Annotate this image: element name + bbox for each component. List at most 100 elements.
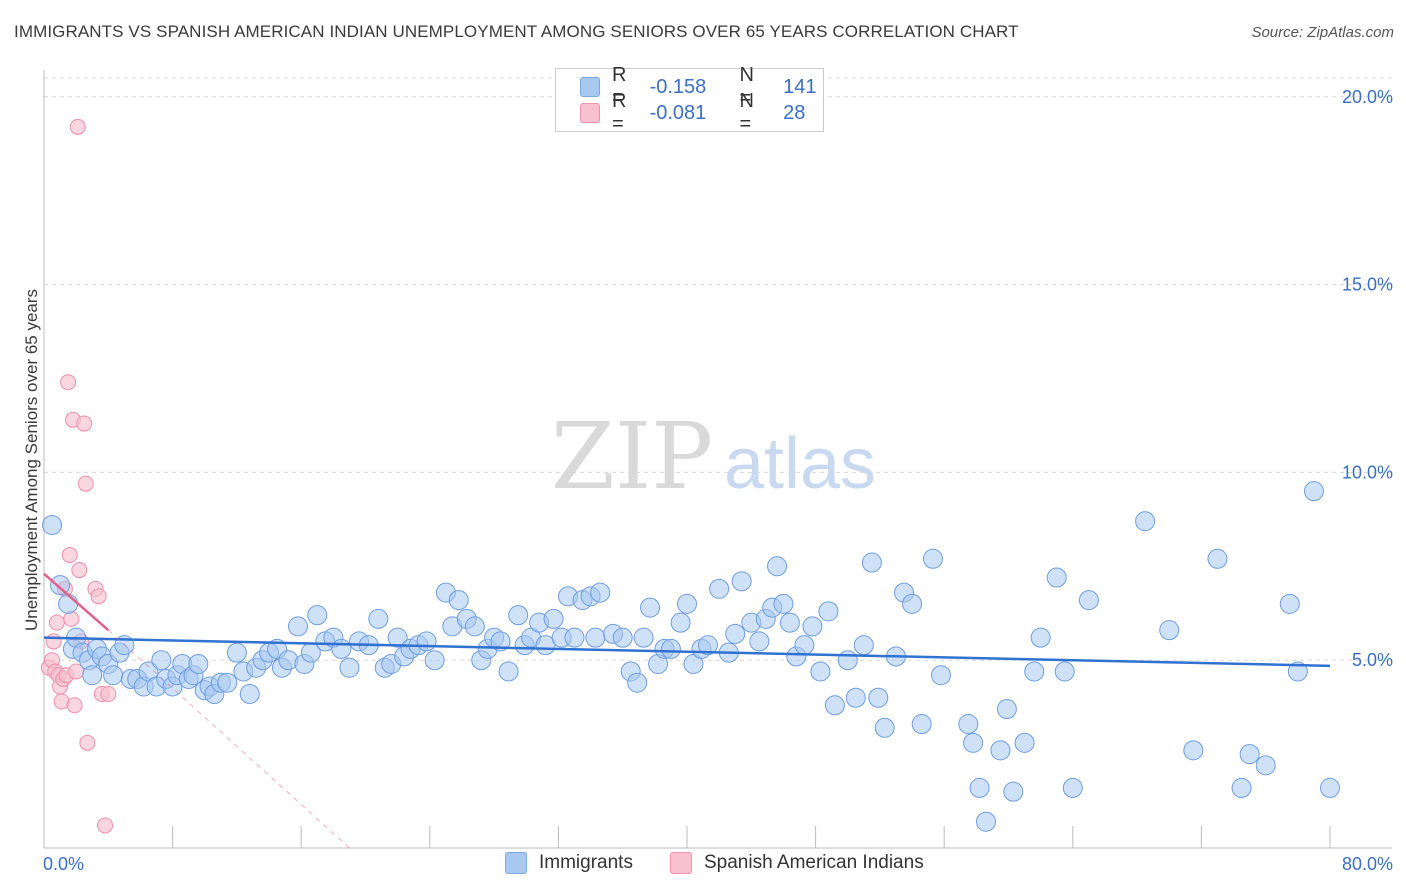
point-immigrants [1231,777,1252,798]
point-immigrants [1239,744,1260,765]
point-immigrants [963,732,984,753]
point-immigrants [725,623,746,644]
x-tick-label-max: 80.0% [1342,854,1393,874]
trend-extension-spanish [107,629,350,849]
point-immigrants [1003,781,1024,802]
point-spanish [69,118,86,135]
legend-swatch-spanish [670,852,692,874]
point-immigrants [930,665,951,686]
legend-swatch-immigrants [580,77,600,97]
legend-swatch-immigrants [505,852,527,874]
series-legend: Immigrants Spanish American Indians [0,852,1406,876]
point-immigrants [50,575,71,596]
x-tick-label-min: 0.0% [43,854,84,874]
point-immigrants [1030,627,1051,648]
point-immigrants [1024,661,1045,682]
point-immigrants [990,740,1011,761]
chart-title: IMMIGRANTS VS SPANISH AMERICAN INDIAN UN… [14,22,1019,41]
point-immigrants [612,627,633,648]
point-immigrants [508,605,529,626]
point-immigrants [42,514,63,535]
point-immigrants [564,627,585,648]
point-spanish [100,686,117,702]
point-immigrants [640,597,661,618]
legend-r-value: -0.158 [649,75,707,98]
point-immigrants [818,601,839,622]
point-immigrants [1255,755,1276,776]
legend-row-spanish: R = -0.081 N = 28 [556,90,823,135]
point-immigrants [627,672,648,693]
point-spanish [97,817,114,834]
source-label: Source: ZipAtlas.com [1251,24,1394,41]
point-immigrants [773,593,794,614]
series-immigrants [42,481,1340,832]
point-immigrants [1046,567,1067,588]
point-immigrants [103,665,124,686]
point-immigrants [868,687,889,708]
point-immigrants [677,593,697,614]
point-immigrants [590,582,611,603]
legend-n-value: 28 [783,101,806,124]
point-immigrants [151,650,172,671]
watermark: ZIP atlas [551,403,876,510]
point-immigrants [416,631,437,652]
point-immigrants [1320,777,1340,798]
point-spanish [61,547,78,564]
point-immigrants [709,578,730,599]
point-immigrants [975,811,996,832]
point-spanish [76,415,93,432]
point-immigrants [969,777,990,798]
correlation-legend: R = -0.158 N = 141 R = -0.081 N = 28 [555,64,824,135]
point-immigrants [1303,481,1324,502]
point-immigrants [633,627,654,648]
gridlines [44,77,1392,661]
tick-labels: 5.0% 10.0% 15.0% 20.0% 0.0% 80.0% [43,87,1393,874]
legend-row-immigrants: R = -0.158 N = 141 [556,64,823,109]
series-spanish-american-indians [40,118,117,834]
watermark-zip: ZIP [551,403,713,510]
point-spanish [79,734,96,751]
point-immigrants [1183,740,1204,761]
point-immigrants [731,571,752,592]
point-immigrants [660,638,681,659]
trend-lines [43,572,1331,849]
point-immigrants [779,612,800,633]
point-immigrants [1054,661,1075,682]
point-immigrants [188,653,209,674]
point-immigrants [670,612,691,633]
point-immigrants [911,714,932,735]
axes [43,70,1392,849]
point-spanish [60,374,77,391]
point-immigrants [1207,548,1228,569]
point-immigrants [448,590,469,611]
point-spanish [45,633,62,650]
point-immigrants [464,616,485,637]
point-immigrants [749,631,770,652]
point-immigrants [837,650,858,671]
point-immigrants [767,556,788,577]
point-spanish [90,588,107,605]
point-immigrants [287,616,308,637]
point-spanish [48,614,65,631]
point-immigrants [490,631,511,652]
y-tick-label: 5.0% [1352,650,1393,670]
point-immigrants [810,661,831,682]
y-tick-label: 20.0% [1342,87,1393,107]
point-immigrants [368,608,389,629]
point-immigrants [1014,732,1035,753]
point-immigrants [1078,590,1099,611]
point-spanish [66,697,83,714]
legend-r-label: R = [611,64,627,109]
point-immigrants [239,684,260,704]
point-immigrants [853,635,874,656]
point-immigrants [845,687,866,708]
point-immigrants [82,665,103,686]
point-spanish [71,562,88,579]
legend-r-value: -0.081 [649,101,707,124]
point-immigrants [387,627,408,648]
trend-line-immigrants [43,636,1331,668]
y-axis-label: Unemployment Among Seniors over 65 years [22,288,41,632]
point-immigrants [874,717,895,738]
legend-swatch-spanish [580,103,600,123]
point-immigrants [217,672,238,693]
